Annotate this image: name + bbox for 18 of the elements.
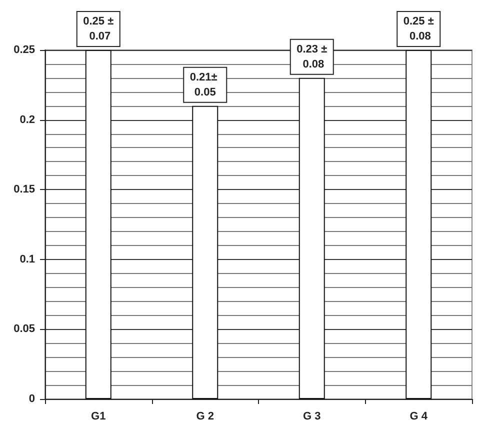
x-tick-label: G 4: [410, 410, 428, 422]
y-tick-label: 0.25: [14, 44, 35, 56]
x-tick-label: G1: [91, 410, 106, 422]
x-tick-label: G 2: [196, 410, 214, 422]
y-tick-label: 0.05: [14, 323, 35, 336]
y-tick-label: 0.2: [20, 114, 35, 126]
bar: [406, 50, 432, 399]
x-tick-label: G 3: [303, 410, 321, 422]
data-label: 0.25 ± 0.08: [403, 16, 434, 42]
y-tick-label: 0: [28, 393, 35, 405]
data-label: 0.23 ± 0.08: [296, 43, 328, 70]
bar: [298, 78, 325, 399]
data-label: 0.21± 0.05: [190, 71, 220, 98]
bar: [192, 106, 218, 399]
bar: [85, 50, 112, 399]
y-tick-label: 0.15: [14, 184, 35, 196]
y-tick-label: 0.1: [20, 253, 35, 266]
data-label: 0.25 ± 0.07: [83, 16, 114, 42]
